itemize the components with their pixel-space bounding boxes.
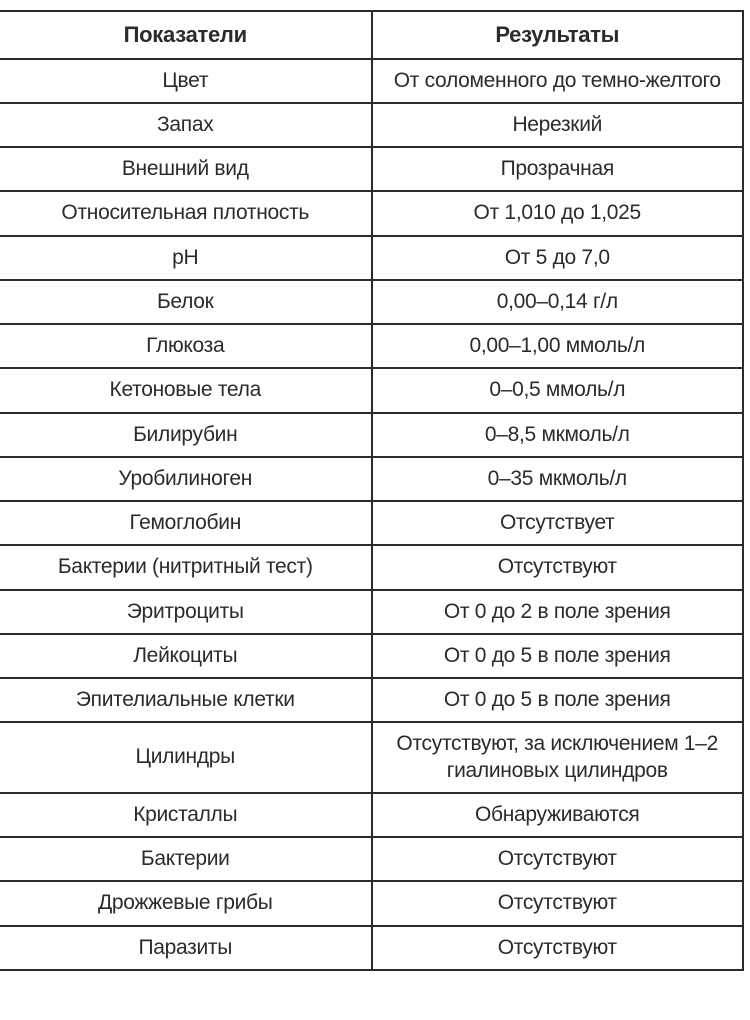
cell-result: От соломенного до темно-желтого	[372, 59, 744, 103]
cell-result: Отсутствуют	[372, 926, 744, 970]
table-container: Показатели Результаты Цвет От соломенног…	[0, 0, 750, 977]
cell-indicator: Запах	[0, 103, 372, 147]
cell-indicator: Относительная плотность	[0, 191, 372, 235]
table-row: Гемоглобин Отсутствует	[0, 501, 743, 545]
cell-indicator: Билирубин	[0, 413, 372, 457]
table-row: Цвет От соломенного до темно-желтого	[0, 59, 743, 103]
cell-result: Прозрачная	[372, 147, 744, 191]
column-header-indicator: Показатели	[0, 11, 372, 59]
table-row: Бактерии Отсутствуют	[0, 837, 743, 881]
cell-indicator: Белок	[0, 280, 372, 324]
table-row: Цилиндры Отсутствуют, за исключением 1–2…	[0, 722, 743, 793]
table-row: Кетоновые тела 0–0,5 ммоль/л	[0, 368, 743, 412]
cell-indicator: Лейкоциты	[0, 634, 372, 678]
table-row: Внешний вид Прозрачная	[0, 147, 743, 191]
results-table: Показатели Результаты Цвет От соломенног…	[0, 10, 744, 971]
cell-indicator: Глюкоза	[0, 324, 372, 368]
cell-indicator: Гемоглобин	[0, 501, 372, 545]
table-row: Относительная плотность От 1,010 до 1,02…	[0, 191, 743, 235]
cell-result: Отсутствуют, за исключением 1–2 гиалинов…	[372, 722, 744, 793]
cell-result: Отсутствуют	[372, 837, 744, 881]
cell-result: Обнаруживаются	[372, 793, 744, 837]
cell-indicator: Кристаллы	[0, 793, 372, 837]
cell-result: 0–35 мкмоль/л	[372, 457, 744, 501]
table-row: Лейкоциты От 0 до 5 в поле зрения	[0, 634, 743, 678]
column-header-result: Результаты	[372, 11, 744, 59]
cell-indicator: Бактерии	[0, 837, 372, 881]
table-row: Белок 0,00–0,14 г/л	[0, 280, 743, 324]
cell-result: От 5 до 7,0	[372, 236, 744, 280]
cell-indicator: Паразиты	[0, 926, 372, 970]
table-row: Глюкоза 0,00–1,00 ммоль/л	[0, 324, 743, 368]
cell-indicator: Внешний вид	[0, 147, 372, 191]
cell-result: От 0 до 2 в поле зрения	[372, 590, 744, 634]
cell-result: 0,00–0,14 г/л	[372, 280, 744, 324]
table-head: Показатели Результаты	[0, 11, 743, 59]
cell-indicator: Эритроциты	[0, 590, 372, 634]
cell-indicator: pH	[0, 236, 372, 280]
table-row: Эритроциты От 0 до 2 в поле зрения	[0, 590, 743, 634]
table-row: Запах Нерезкий	[0, 103, 743, 147]
table-header-row: Показатели Результаты	[0, 11, 743, 59]
table-row: Билирубин 0–8,5 мкмоль/л	[0, 413, 743, 457]
cell-result: Отсутствуют	[372, 545, 744, 589]
table-row: Эпителиальные клетки От 0 до 5 в поле зр…	[0, 678, 743, 722]
table-row: pH От 5 до 7,0	[0, 236, 743, 280]
cell-result: 0,00–1,00 ммоль/л	[372, 324, 744, 368]
cell-result: От 0 до 5 в поле зрения	[372, 678, 744, 722]
cell-indicator: Бактерии (нитритный тест)	[0, 545, 372, 589]
cell-indicator: Кетоновые тела	[0, 368, 372, 412]
cell-result: Отсутствует	[372, 501, 744, 545]
cell-indicator: Уробилиноген	[0, 457, 372, 501]
table-row: Дрожжевые грибы Отсутствуют	[0, 881, 743, 925]
cell-result: 0–0,5 ммоль/л	[372, 368, 744, 412]
cell-result: Отсутствуют	[372, 881, 744, 925]
table-row: Уробилиноген 0–35 мкмоль/л	[0, 457, 743, 501]
cell-result: От 1,010 до 1,025	[372, 191, 744, 235]
cell-indicator: Цилиндры	[0, 722, 372, 793]
cell-indicator: Эпителиальные клетки	[0, 678, 372, 722]
cell-result: 0–8,5 мкмоль/л	[372, 413, 744, 457]
cell-result: От 0 до 5 в поле зрения	[372, 634, 744, 678]
table-row: Бактерии (нитритный тест) Отсутствуют	[0, 545, 743, 589]
table-body: Цвет От соломенного до темно-желтого Зап…	[0, 59, 743, 970]
table-row: Паразиты Отсутствуют	[0, 926, 743, 970]
cell-indicator: Цвет	[0, 59, 372, 103]
cell-indicator: Дрожжевые грибы	[0, 881, 372, 925]
cell-result: Нерезкий	[372, 103, 744, 147]
table-row: Кристаллы Обнаруживаются	[0, 793, 743, 837]
